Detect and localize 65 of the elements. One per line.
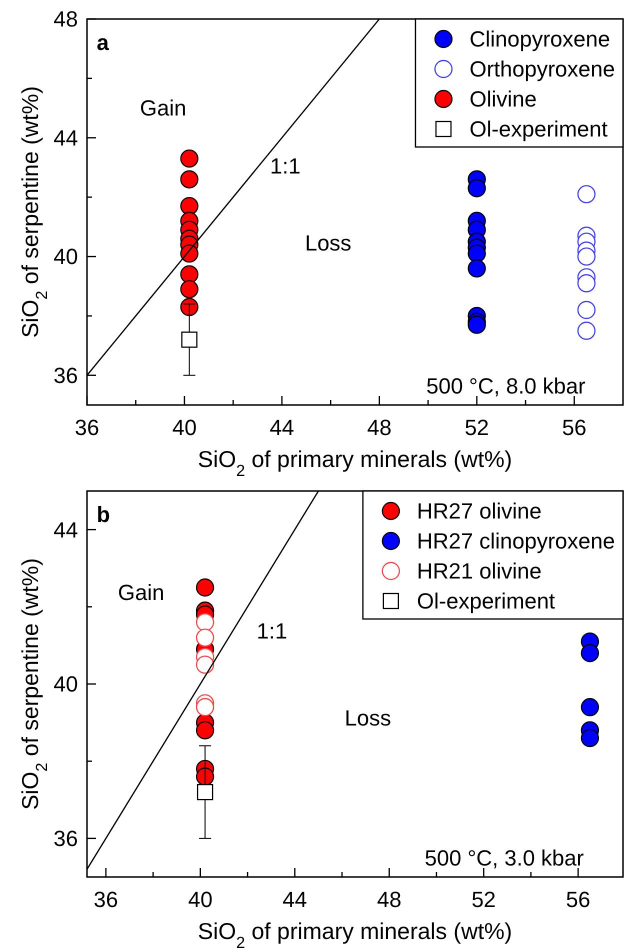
point	[180, 196, 198, 216]
point	[181, 332, 198, 348]
legend-label: Ol-experiment	[469, 116, 608, 142]
annotation: 500 °C, 3.0 kbar	[424, 845, 584, 870]
x-tick-label: 48	[376, 887, 402, 912]
legend-label: Olivine	[469, 86, 537, 112]
annotation: 500 °C, 8.0 kbar	[426, 373, 586, 398]
point	[180, 265, 198, 284]
x-tick-label: 44	[282, 887, 308, 912]
point	[580, 698, 600, 716]
x-tick-label: 40	[188, 887, 213, 912]
x-tick-label: 52	[464, 415, 490, 440]
point	[180, 149, 198, 168]
point	[468, 179, 486, 198]
x-axis-title: SiO$_{2}$ of primary minerals (wt%)	[198, 446, 512, 480]
annotation: Gain	[118, 580, 164, 606]
point	[577, 322, 596, 340]
legend-label: HR27 olivine	[416, 498, 542, 524]
point	[577, 185, 596, 204]
point	[180, 244, 198, 263]
y-tick-label: 44	[54, 125, 78, 150]
y-tick-label: 44	[54, 517, 78, 542]
legend-label: Orthopyroxene	[469, 56, 616, 82]
point	[577, 300, 596, 320]
y-tick-label: 40	[54, 244, 78, 270]
annotation: a	[96, 30, 110, 55]
x-tick-label: 48	[367, 415, 392, 440]
point	[196, 698, 214, 716]
point	[196, 578, 214, 597]
point	[196, 721, 214, 740]
y-tick-label: 36	[54, 363, 78, 388]
point	[580, 644, 600, 662]
annotation: Loss	[304, 230, 352, 256]
point	[196, 628, 214, 647]
x-tick-label: 44	[270, 415, 294, 440]
point	[577, 247, 596, 266]
x-tick-label: 40	[172, 415, 197, 440]
legend-label: HR21 olivine	[416, 558, 542, 584]
point	[468, 316, 486, 334]
point	[196, 784, 214, 800]
x-tick-label: 56	[562, 415, 587, 440]
x-axis-title: SiO$_{2}$ of primary minerals (wt%)	[198, 918, 512, 950]
point	[468, 244, 486, 263]
annotation: Gain	[140, 95, 186, 120]
point	[180, 280, 198, 298]
annotation: 1:1	[270, 153, 301, 178]
x-tick-label: 52	[471, 887, 496, 912]
y-tick-label: 48	[54, 6, 78, 32]
point	[580, 728, 600, 748]
legend-label: Ol-experiment	[416, 588, 556, 614]
x-tick-label: 36	[94, 887, 118, 912]
y-tick-label: 40	[54, 672, 78, 697]
point	[468, 259, 486, 278]
x-tick-label: 36	[74, 415, 100, 440]
y-tick-label: 36	[54, 826, 78, 852]
point	[577, 274, 596, 292]
x-tick-label: 56	[566, 887, 590, 912]
annotation: 1:1	[256, 618, 288, 644]
point	[196, 656, 214, 674]
point	[180, 170, 198, 188]
point	[196, 613, 214, 632]
legend-label: Clinopyroxene	[469, 26, 610, 52]
annotation: Loss	[344, 705, 392, 730]
legend-label: HR27 clinopyroxene	[416, 528, 615, 554]
annotation: b	[96, 502, 110, 527]
